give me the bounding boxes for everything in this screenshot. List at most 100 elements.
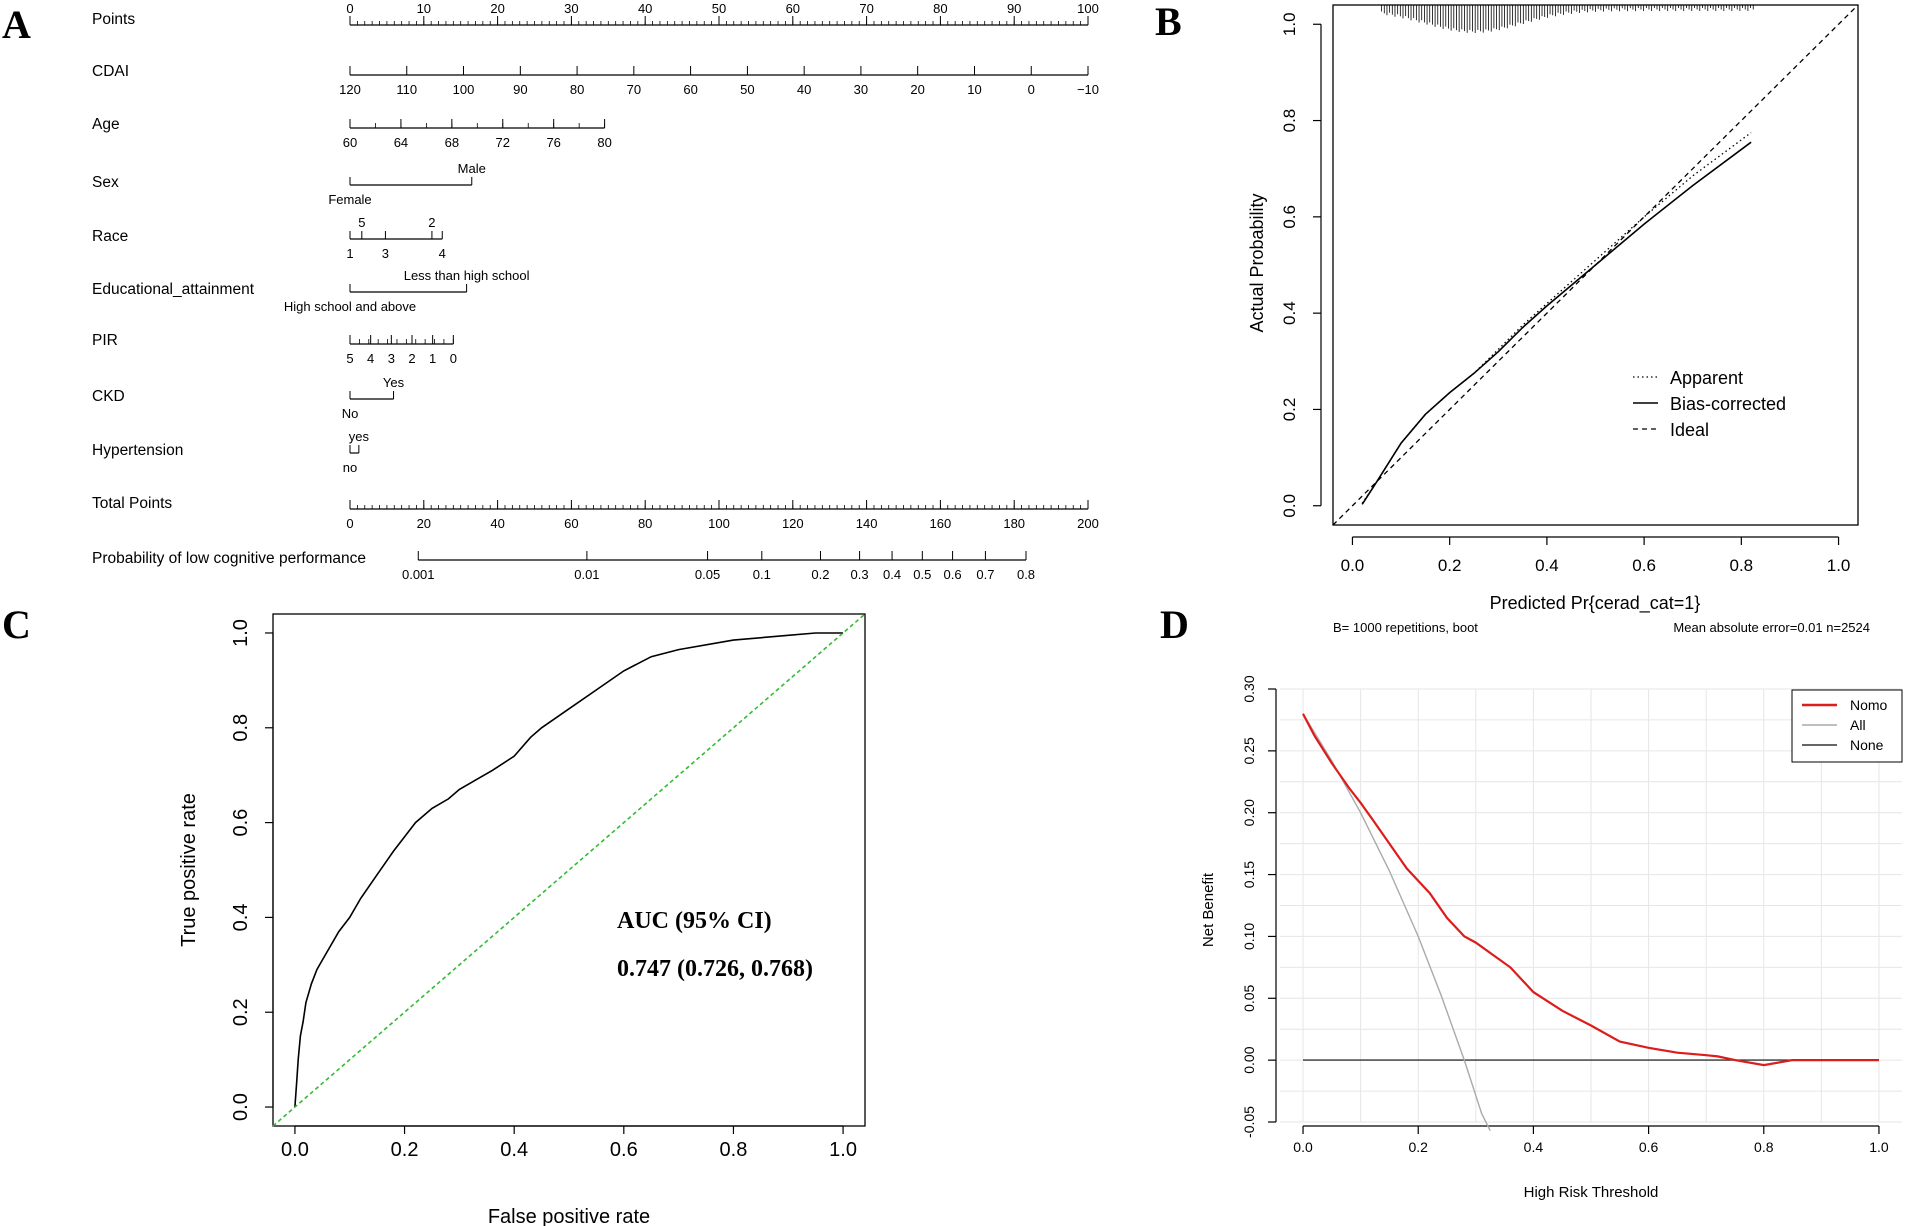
roc-y-tick-label: 0.0 [230,1093,252,1121]
tick-label-probability-of-low-cognitive-performance: 0.4 [883,567,901,582]
tick-label-points: 30 [564,1,578,16]
legend-all-label: All [1850,717,1866,733]
calibration-y-tick-label: 0.0 [1280,494,1299,518]
tick-label-total-points: 140 [856,516,878,531]
decision-x-tick-label: 0.0 [1293,1139,1313,1155]
tick-label-points: 70 [859,1,873,16]
tick-label-probability-of-low-cognitive-performance: 0.5 [913,567,931,582]
tick-label-cdai: 110 [396,82,417,97]
row-label-ckd: CKD [92,388,125,405]
legend-bias-corrected-label: Bias-corrected [1670,394,1786,414]
roc-panel: C 0.0 0.2 0.4 0.6 0.8 1.0 0.0 0.2 0.4 0.6 0.8 1.0 F… [2,602,866,1226]
auc-title: AUC (95% CI) [617,908,772,934]
calibration-y-tick-label: 1.0 [1280,12,1299,36]
tick-label-total-points: 60 [564,516,578,531]
tick-label-points: 20 [490,1,504,16]
tick-label-pir: 4 [367,351,374,366]
level-label-ckd: Yes [383,375,405,390]
decision-y-label: Net Benefit [1200,872,1217,947]
roc-x-tick-label: 0.6 [610,1139,638,1161]
calibration-y-tick-label: 0.8 [1280,109,1299,133]
calibration-rug [1381,4,1839,33]
roc-y-tick-label: 0.4 [230,904,252,932]
tick-label-pir: 1 [429,351,436,366]
legend-none-label: None [1850,737,1884,753]
tick-label-age: 68 [445,135,459,150]
tick-label-total-points: 160 [930,516,952,531]
roc-y-tick-label: 0.8 [230,714,252,742]
decision-y-tick-label: -0.05 [1241,1106,1257,1138]
tick-label-points: 40 [638,1,652,16]
decision-x-tick-label: 1.0 [1869,1139,1889,1155]
tick-label-cdai: 90 [513,82,527,97]
level-label-sex: Male [458,161,486,176]
level-label-race: 3 [382,246,389,261]
tick-label-pir: 5 [346,351,353,366]
tick-label-age: 76 [546,135,560,150]
row-label-race: Race [92,228,128,245]
decision-x-tick-label: 0.6 [1639,1139,1659,1155]
roc-line-roc [294,632,844,1108]
tick-label-probability-of-low-cognitive-performance: 0.05 [695,567,720,582]
tick-label-total-points: 200 [1077,516,1099,531]
tick-label-probability-of-low-cognitive-performance: 0.001 [402,567,435,582]
decision-legend: Nomo All None [1791,689,1903,763]
calibration-x-tick-label: 0.8 [1730,556,1754,575]
tick-label-cdai: 80 [570,82,584,97]
calibration-footer-left: B= 1000 repetitions, boot [1333,620,1478,635]
level-label-hypertension: yes [349,429,370,444]
tick-label-pir: 2 [408,351,415,366]
decision-x-tick-label: 0.8 [1754,1139,1774,1155]
panel-label-c: C [2,602,31,647]
tick-label-total-points: 120 [782,516,804,531]
row-label-age: Age [92,116,120,133]
level-label-race: 2 [428,215,435,230]
decision-y-tick-label: 0.25 [1241,737,1257,764]
tick-label-total-points: 20 [417,516,431,531]
legend-nomo-label: Nomo [1850,697,1888,713]
tick-label-cdai: 50 [740,82,754,97]
legend-ideal-label: Ideal [1670,420,1709,440]
calibration-x-tick-label: 1.0 [1827,556,1851,575]
panel-label-a: A [2,2,31,47]
roc-y-tick-label: 0.2 [230,998,252,1026]
roc-x-tick-label: 0.2 [391,1139,419,1161]
decision-y-tick-label: 0.10 [1241,923,1257,950]
tick-label-cdai: 100 [453,82,475,97]
tick-label-cdai: 10 [967,82,981,97]
calibration-footer-right: Mean absolute error=0.01 n=2524 [1673,620,1870,635]
calibration-x-tick-label: 0.4 [1535,556,1559,575]
tick-label-total-points: 100 [708,516,730,531]
row-label-points: Points [92,11,135,28]
roc-x-tick-label: 0.4 [500,1139,528,1161]
decision-y-tick-label: 0.05 [1241,984,1257,1011]
roc-x-tick-label: 0.8 [720,1139,748,1161]
tick-label-age: 80 [597,135,611,150]
tick-label-points: 10 [417,1,431,16]
level-label-race: 1 [346,246,353,261]
panel-label-d: D [1160,602,1189,647]
level-label-educational-attainment: Less than high school [404,268,530,283]
decision-y-tick-label: 0.15 [1241,861,1257,888]
calibration-line-ideal [1332,4,1859,526]
tick-label-pir: 3 [388,351,395,366]
decision-x-label: High Risk Threshold [1524,1184,1659,1201]
tick-label-age: 72 [496,135,510,150]
tick-label-cdai: 0 [1028,82,1035,97]
tick-label-cdai: 60 [683,82,697,97]
decision-x-tick-label: 0.4 [1524,1139,1544,1155]
calibration-x-tick-label: 0.2 [1438,556,1462,575]
roc-y-label: True positive rate [178,793,200,947]
level-label-race: 4 [439,246,446,261]
tick-label-points: 50 [712,1,726,16]
calibration-x-tick-label: 0.0 [1341,556,1365,575]
calibration-x-tick-label: 0.6 [1632,556,1656,575]
tick-label-age: 64 [394,135,408,150]
roc-y-tick-label: 0.6 [230,809,252,837]
decision-line-nomo [1302,713,1879,1067]
calibration-x-label: Predicted Pr{cerad_cat=1} [1490,593,1701,614]
calibration-panel: B 0.0 0.2 0.4 0.6 0.8 1.0 0.0 0.2 0.4 0.6 0.8 1.0 P… [1155,0,1870,635]
decision-y-tick-label: 0.00 [1241,1046,1257,1073]
